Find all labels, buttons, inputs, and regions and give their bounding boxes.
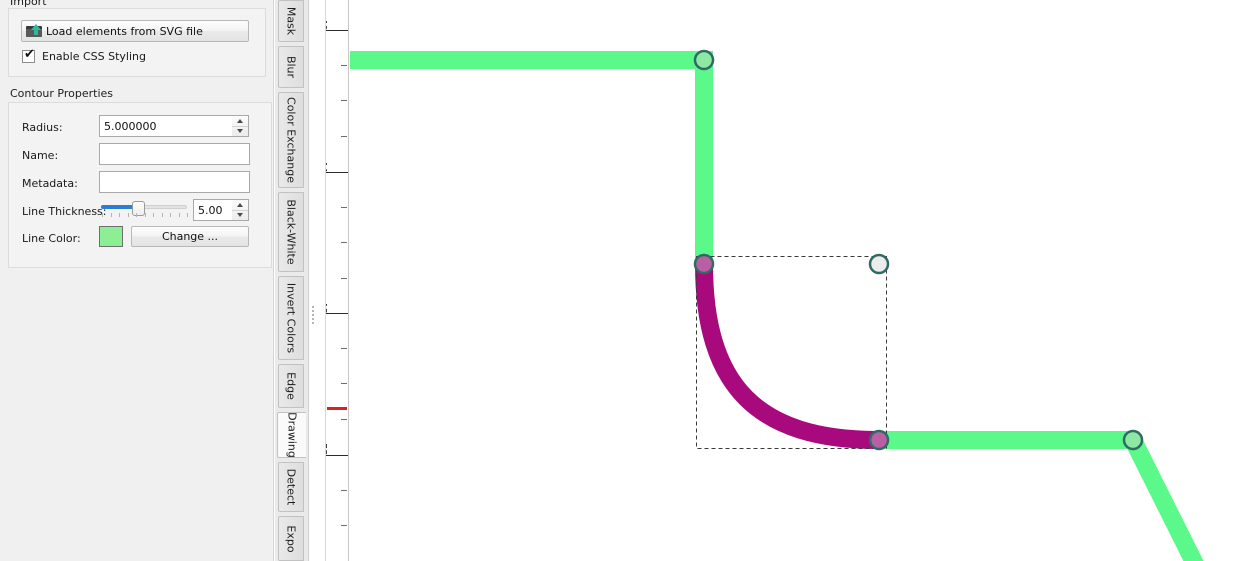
selection-bounding-box [696, 256, 887, 449]
tab-label: Blur [284, 55, 298, 79]
slider-tickmarks [102, 213, 188, 218]
radius-spinner[interactable] [232, 115, 249, 137]
ruler-label: 52 [325, 443, 328, 456]
tab-detect[interactable]: Detect [278, 462, 304, 512]
name-label: Name: [22, 149, 59, 162]
ruler-minor-tick [341, 100, 347, 101]
ruler-minor-tick [341, 419, 347, 420]
node-right-corner-handle[interactable] [1122, 429, 1144, 451]
radius-label: Radius: [22, 121, 63, 134]
drawing-canvas[interactable] [350, 0, 1238, 561]
tab-color-exchange[interactable]: Color Exchange [278, 92, 304, 188]
panel-splitter-handle[interactable] [311, 304, 315, 326]
line-color-label: Line Color: [22, 232, 81, 245]
node-control-handle-handle[interactable] [868, 253, 890, 275]
vertical-tab-strip: Mask Blur Color Exchange Black-White Invert … [275, 0, 309, 561]
ruler-minor-tick [341, 136, 347, 137]
tab-blur[interactable]: Blur [278, 46, 304, 88]
line-thickness-slider[interactable] [101, 200, 188, 220]
properties-panel: Import Load elements from SVG file ✔ Ena… [0, 0, 274, 561]
radius-spinner-down[interactable] [232, 125, 248, 137]
tab-mask[interactable]: Mask [278, 0, 304, 42]
tab-label: Drawing [285, 412, 299, 458]
tab-label: Mask [284, 6, 298, 36]
radius-spinner-up[interactable] [232, 116, 248, 126]
ruler-red-marker [327, 407, 347, 410]
ruler-major-tick [326, 172, 348, 173]
node-curve-start-handle[interactable] [693, 253, 715, 275]
line-thickness-label: Line Thickness: [22, 205, 107, 218]
slider-handle[interactable] [132, 201, 145, 216]
ruler-label: 48 [325, 301, 328, 314]
line-thickness-input[interactable]: 5.00 [193, 199, 233, 221]
contour-group-title: Contour Properties [10, 87, 114, 100]
node-right-corner[interactable] [1122, 429, 1144, 451]
tab-drawing[interactable]: Drawing [277, 412, 306, 458]
metadata-label: Metadata: [22, 177, 78, 190]
ruler-minor-tick [341, 383, 347, 384]
line-thickness-spinner-up[interactable] [232, 200, 248, 210]
node-control-handle[interactable] [868, 253, 890, 275]
tab-black-white[interactable]: Black-White [278, 192, 304, 272]
enable-css-styling-label: Enable CSS Styling [42, 50, 146, 63]
green-path-upper[interactable] [350, 51, 713, 264]
tab-label: Edge [284, 372, 298, 400]
ruler-label: 40 [325, 18, 328, 31]
tab-expo[interactable]: Expo [278, 516, 304, 561]
import-group-box [8, 8, 266, 77]
change-color-button[interactable]: Change ... [131, 226, 249, 247]
node-curve-end-handle[interactable] [868, 429, 890, 451]
ruler-minor-tick [341, 525, 347, 526]
ruler-minor-tick [341, 207, 347, 208]
tab-invert-colors[interactable]: Invert Colors [278, 276, 304, 360]
checkbox-box[interactable]: ✔ [22, 47, 35, 63]
radius-input[interactable]: 5.000000 [99, 115, 233, 137]
ruler-major-tick [326, 313, 348, 314]
folder-upload-icon [26, 24, 43, 38]
metadata-input[interactable] [99, 171, 250, 193]
ruler-major-tick [326, 455, 348, 456]
line-thickness-spinner[interactable] [232, 199, 249, 221]
tab-label: Expo [284, 524, 298, 553]
name-input[interactable] [99, 143, 250, 165]
tab-label: Detect [284, 468, 298, 506]
canvas-vector-layer [350, 49, 1238, 561]
ruler-minor-tick [341, 348, 347, 349]
load-svg-button[interactable]: Load elements from SVG file [21, 20, 249, 42]
ruler-minor-tick [341, 278, 347, 279]
ruler-major-tick [326, 30, 348, 31]
node-top-corner[interactable] [693, 49, 715, 71]
ruler-minor-tick [341, 242, 347, 243]
check-icon: ✔ [24, 47, 35, 62]
node-curve-start[interactable] [693, 253, 715, 275]
tab-edge[interactable]: Edge [278, 364, 304, 408]
magenta-curve-selected[interactable] [695, 263, 880, 449]
node-top-corner-handle[interactable] [693, 49, 715, 71]
vertical-ruler[interactable]: 40 44 48 52 [325, 0, 349, 561]
enable-css-styling-checkbox[interactable]: ✔ Enable CSS Styling [22, 47, 146, 63]
ruler-label: 44 [325, 160, 328, 173]
node-curve-end[interactable] [868, 429, 890, 451]
line-thickness-spinner-down[interactable] [232, 209, 248, 221]
tab-label: Color Exchange [284, 97, 298, 183]
line-color-swatch[interactable] [99, 226, 123, 247]
slider-fill [101, 205, 137, 209]
tab-label: Invert Colors [284, 282, 298, 354]
ruler-minor-tick [341, 490, 347, 491]
green-path-lower[interactable] [879, 431, 1238, 561]
ruler-minor-tick [341, 65, 347, 66]
tab-label: Black-White [284, 199, 298, 265]
import-group-title: Import [10, 0, 47, 8]
load-svg-button-label: Load elements from SVG file [46, 24, 203, 38]
